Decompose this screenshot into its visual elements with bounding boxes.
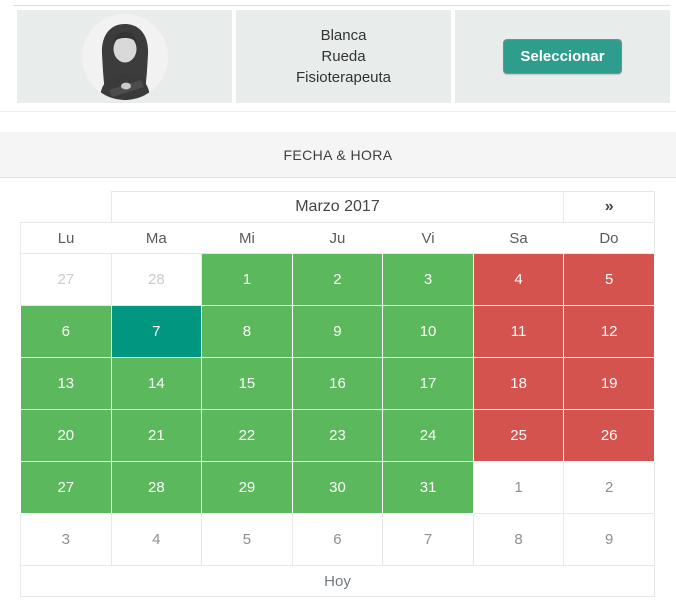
- day-cell-available[interactable]: 23: [291, 409, 384, 462]
- day-cell-available[interactable]: 9: [291, 305, 384, 358]
- day-cell-next-month[interactable]: 4: [110, 513, 203, 566]
- day-cell-next-month[interactable]: 7: [382, 513, 474, 566]
- person-photo-icon: [81, 13, 168, 100]
- calendar-week-row: 20 21 22 23 24 25 26: [20, 409, 655, 462]
- next-month-button[interactable]: »: [563, 191, 655, 223]
- day-cell-available[interactable]: 20: [20, 409, 112, 462]
- day-cell-weekend[interactable]: 26: [563, 409, 655, 462]
- day-cell-weekend[interactable]: 11: [472, 305, 565, 358]
- calendar-week-row: 13 14 15 16 17 18 19: [20, 357, 655, 410]
- weekday-header: Vi: [382, 222, 474, 254]
- day-cell-available[interactable]: 3: [382, 253, 474, 306]
- day-cell-available[interactable]: 15: [201, 357, 293, 410]
- datepicker: Marzo 2017 » Lu Ma Mi Ju Vi Sa Do 27 28 1 2 3 4 5 6 7 8…: [20, 191, 655, 597]
- today-button[interactable]: Hoy: [20, 565, 655, 597]
- weekday-row: Lu Ma Mi Ju Vi Sa Do: [20, 222, 655, 254]
- prev-month-cell: [21, 192, 112, 223]
- avatar: [81, 13, 168, 100]
- day-cell-next-month[interactable]: 6: [291, 513, 384, 566]
- select-button[interactable]: Seleccionar: [503, 39, 622, 74]
- calendar-week-row: 6 7 8 9 10 11 12: [20, 305, 655, 358]
- day-cell-weekend[interactable]: 5: [563, 253, 655, 306]
- avatar-cell: [17, 10, 232, 103]
- day-cell-available[interactable]: 17: [382, 357, 474, 410]
- day-cell-weekend[interactable]: 19: [563, 357, 655, 410]
- day-cell-next-month[interactable]: 3: [20, 513, 112, 566]
- day-cell-available[interactable]: 31: [382, 461, 474, 514]
- day-cell-available[interactable]: 8: [201, 305, 293, 358]
- day-cell-available[interactable]: 27: [20, 461, 112, 514]
- day-cell-weekend[interactable]: 4: [472, 253, 565, 306]
- horizontal-divider: [0, 111, 676, 112]
- month-header-row: Marzo 2017 »: [21, 191, 655, 223]
- therapist-first-name: Blanca: [320, 27, 367, 44]
- therapist-last-name: Rueda: [321, 48, 366, 65]
- calendar-body: 27 28 1 2 3 4 5 6 7 8 9 10 11 12 13 14 15 16 17 18 19 20 21 22 2…: [20, 253, 655, 566]
- day-cell-available[interactable]: 10: [382, 305, 474, 358]
- month-title[interactable]: Marzo 2017: [110, 191, 565, 223]
- day-cell-prev-month[interactable]: 27: [20, 253, 112, 306]
- weekday-header: Mi: [201, 222, 293, 254]
- day-cell-available[interactable]: 24: [382, 409, 474, 462]
- weekday-header: Ma: [111, 222, 202, 254]
- weekday-header: Lu: [20, 222, 112, 254]
- day-cell-weekend[interactable]: 18: [472, 357, 565, 410]
- day-cell-next-month[interactable]: 8: [472, 513, 565, 566]
- day-cell-available[interactable]: 21: [110, 409, 203, 462]
- calendar-week-row: 27 28 29 30 31 1 2: [20, 461, 655, 514]
- day-cell-prev-month[interactable]: 28: [110, 253, 203, 306]
- day-cell-available[interactable]: 16: [291, 357, 384, 410]
- day-cell-available[interactable]: 28: [110, 461, 203, 514]
- day-cell-next-month[interactable]: 1: [472, 461, 565, 514]
- section-title: FECHA & HORA: [283, 146, 393, 163]
- day-cell-weekend[interactable]: 25: [472, 409, 565, 462]
- day-cell-available[interactable]: 6: [20, 305, 112, 358]
- day-cell-available[interactable]: 29: [201, 461, 293, 514]
- day-cell-next-month[interactable]: 2: [563, 461, 655, 514]
- weekday-header: Do: [563, 222, 655, 254]
- section-header: FECHA & HORA: [0, 132, 676, 178]
- calendar-table: Marzo 2017 » Lu Ma Mi Ju Vi Sa Do 27 28 1 2 3 4 5 6 7 8…: [20, 191, 655, 597]
- name-cell: Blanca Rueda Fisioterapeuta: [236, 10, 451, 103]
- day-cell-next-month[interactable]: 9: [563, 513, 655, 566]
- day-cell-available[interactable]: 14: [110, 357, 203, 410]
- weekday-header: Ju: [292, 222, 383, 254]
- action-cell: Seleccionar: [455, 10, 670, 103]
- day-cell-available[interactable]: 2: [291, 253, 384, 306]
- calendar-week-row: 27 28 1 2 3 4 5: [20, 253, 655, 306]
- day-cell-selected[interactable]: 7: [110, 305, 203, 358]
- day-cell-weekend[interactable]: 12: [563, 305, 655, 358]
- day-cell-available[interactable]: 1: [201, 253, 293, 306]
- day-cell-next-month[interactable]: 5: [201, 513, 293, 566]
- day-cell-available[interactable]: 13: [20, 357, 112, 410]
- weekday-header: Sa: [473, 222, 564, 254]
- day-cell-available[interactable]: 30: [291, 461, 384, 514]
- therapist-card: Blanca Rueda Fisioterapeuta Seleccionar: [13, 5, 670, 103]
- therapist-role: Fisioterapeuta: [295, 69, 392, 86]
- day-cell-available[interactable]: 22: [201, 409, 293, 462]
- footer-row: Hoy: [20, 565, 655, 597]
